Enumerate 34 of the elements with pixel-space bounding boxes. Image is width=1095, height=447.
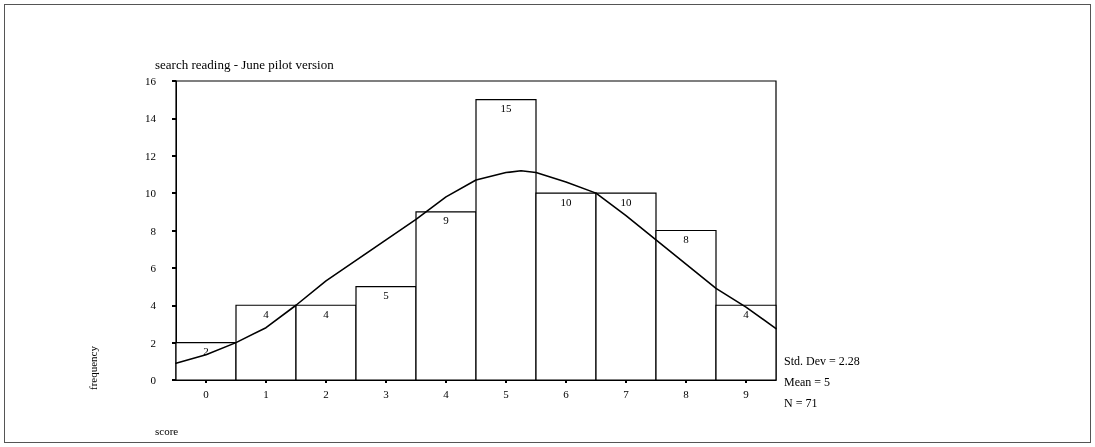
data-label: 10: [560, 195, 572, 208]
data-label: 5: [383, 289, 390, 302]
data-label: 4: [743, 307, 750, 320]
y-tick-label: 8: [150, 224, 157, 237]
data-label: 4: [323, 307, 330, 320]
x-tick-label: 6: [563, 387, 570, 400]
y-tick-label: 14: [145, 112, 157, 125]
y-axis-title: frequency: [87, 345, 99, 390]
data-label: 15: [500, 102, 512, 115]
y-tick-label: 6: [150, 261, 157, 274]
y-tick-label: 4: [150, 299, 157, 312]
x-tick-label: 5: [503, 387, 510, 400]
data-label: 9: [443, 214, 450, 227]
y-tick-label: 2: [150, 336, 156, 349]
x-tick-label: 9: [743, 387, 750, 400]
x-tick-label: 1: [263, 387, 269, 400]
text: N = 71: [784, 396, 818, 410]
y-tick-label: 10: [145, 187, 157, 200]
y-tick-label: 12: [145, 149, 156, 162]
chart-title: search reading - June pilot version: [155, 57, 335, 72]
x-tick-label: 7: [623, 387, 630, 400]
x-tick-label: 2: [323, 387, 329, 400]
x-axis-title: score: [155, 424, 179, 437]
data-label: 4: [263, 307, 270, 320]
y-tick-label: 16: [145, 75, 157, 87]
x-tick-label: 8: [683, 387, 690, 400]
x-tick-label: 4: [443, 387, 450, 400]
data-label: 10: [620, 195, 632, 208]
x-tick-label: 3: [383, 387, 390, 400]
y-tick-label: 0: [150, 374, 157, 386]
data-label: 8: [683, 233, 690, 245]
x-tick-label: 0: [203, 387, 210, 400]
text: Mean = 5: [784, 375, 831, 389]
text: Std. Dev = 2.28: [784, 354, 860, 368]
